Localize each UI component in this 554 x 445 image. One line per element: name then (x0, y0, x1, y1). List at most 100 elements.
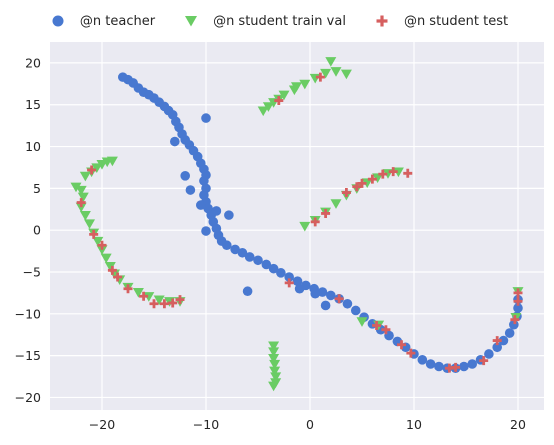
teacher-point (180, 171, 190, 181)
teacher-point (484, 349, 494, 359)
train-val-point (257, 106, 269, 117)
train-val-point (330, 199, 342, 209)
legend-label-teacher: @n teacher (79, 13, 156, 29)
teacher-point (342, 298, 353, 309)
test-point (310, 217, 320, 227)
grid-lines (50, 42, 544, 410)
teacher-point (498, 335, 509, 346)
tick-labels: −20 −10 0 10 20 −20 −15 −10 −5 0 5 10 15 20 (15, 55, 526, 432)
test-point (89, 229, 99, 239)
y-tick-label: 5 (33, 181, 41, 196)
train-val-point (356, 317, 368, 327)
teacher-point (222, 240, 232, 251)
teacher-point (185, 185, 196, 195)
test-point (403, 168, 413, 178)
teacher-point (320, 300, 331, 311)
teacher-point (326, 290, 336, 301)
train-val-point (270, 372, 282, 383)
test-point (367, 174, 377, 184)
teacher-point (492, 342, 503, 353)
test-point (107, 265, 117, 275)
test-point (321, 208, 331, 218)
train-val-point (330, 67, 342, 77)
plus-marker-icon (370, 12, 394, 30)
train-val-point (100, 253, 112, 264)
teacher-point (294, 283, 305, 294)
train-val-point (325, 57, 337, 67)
test-point (513, 296, 523, 306)
legend-item-test: @n student test (370, 12, 508, 30)
legend-label-train-val: @n student train val (213, 13, 346, 29)
test-point (159, 299, 169, 309)
teacher-point (467, 359, 478, 369)
teacher-point (284, 272, 295, 282)
teacher-point (237, 247, 248, 258)
test-point (397, 340, 407, 350)
teacher-point (459, 361, 469, 372)
test-point (139, 291, 149, 301)
legend: @n teacher @n student train val @n stude… (0, 8, 554, 34)
train-val-point (143, 292, 155, 302)
x-tick-label: 20 (510, 417, 526, 432)
test-point (76, 198, 86, 208)
test-point (451, 362, 461, 372)
teacher-point (425, 359, 436, 369)
teacher-point (201, 113, 211, 123)
train-val-point (268, 341, 280, 352)
test-point (357, 178, 367, 188)
test-point (341, 188, 351, 198)
teacher-point (504, 328, 515, 338)
train-val-point (75, 185, 87, 196)
test-point (352, 182, 362, 192)
test-point (123, 284, 133, 294)
train-val-point (106, 156, 118, 167)
test-point (479, 356, 489, 366)
train-val-point (75, 202, 87, 213)
train-val-point (268, 354, 280, 364)
test-point (315, 72, 325, 82)
test-point (381, 325, 391, 335)
train-val-point (153, 295, 165, 306)
test-point (168, 298, 178, 308)
train-val-point (262, 102, 274, 112)
train-val-point (299, 79, 311, 90)
teacher-point (417, 355, 428, 365)
teacher-point (292, 276, 303, 287)
train-val-point (269, 359, 281, 370)
train-val-point (268, 347, 280, 357)
train-val-point (79, 171, 91, 182)
train-val-point (84, 219, 96, 229)
train-val-point (320, 68, 332, 79)
train-val-point (392, 167, 404, 178)
teacher-point (350, 305, 361, 316)
teacher-point (317, 287, 328, 297)
y-tick-label: 0 (33, 223, 41, 238)
test-point (378, 169, 388, 179)
train-val-point (132, 287, 144, 298)
train-val-point (77, 192, 89, 203)
teacher-point (224, 210, 234, 220)
legend-item-train-val: @n student train val (179, 12, 346, 30)
test-point (372, 321, 382, 331)
test-point (510, 315, 520, 325)
teacher-point (513, 303, 523, 313)
legend-label-test: @n student test (403, 13, 509, 29)
test-point (97, 240, 107, 250)
x-tick-label: 0 (306, 417, 314, 432)
plot-area (50, 42, 544, 410)
teacher-point (211, 206, 222, 216)
teacher-point (230, 244, 240, 255)
train-val-point (299, 221, 311, 232)
test-point (284, 278, 294, 288)
teacher-point (276, 268, 286, 278)
circle-marker-icon (46, 12, 70, 30)
test-point (149, 299, 159, 309)
train-val-point (92, 236, 104, 247)
train-val-point (269, 366, 281, 377)
train-val-point (96, 245, 108, 255)
y-tick-label: 15 (25, 97, 41, 112)
train-val-point (70, 182, 82, 193)
y-tick-label: −15 (15, 348, 41, 363)
train-val-point (340, 69, 352, 80)
